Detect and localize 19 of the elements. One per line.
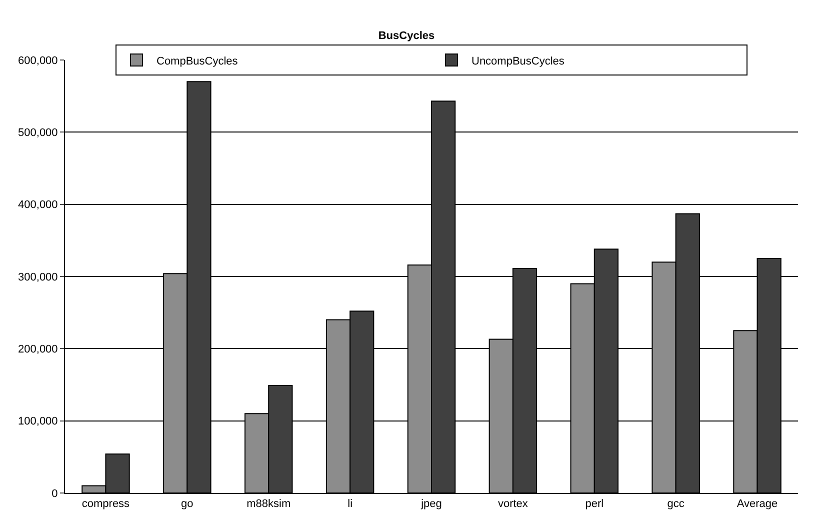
- x-tick-label: vortex: [498, 498, 528, 510]
- legend-label: CompBusCycles: [156, 55, 238, 68]
- x-tick-label: Average: [736, 498, 778, 510]
- chart-title: BusCycles: [378, 30, 435, 42]
- y-tick-label: 100,000: [18, 416, 58, 428]
- y-tick-label: 400,000: [18, 199, 58, 212]
- x-tick-label: go: [181, 498, 194, 510]
- x-tick-label: li: [348, 498, 353, 510]
- legend-label: UncompBusCycles: [472, 55, 565, 68]
- y-tick-label: 600,000: [18, 54, 58, 67]
- y-tick-label: 300,000: [18, 271, 58, 284]
- x-tick-label: compress: [82, 498, 130, 510]
- x-tick-label: m88ksim: [246, 498, 291, 510]
- y-tick-label: 0: [52, 488, 58, 500]
- y-tick-label: 500,000: [18, 127, 58, 140]
- x-tick-label: jpeg: [420, 498, 442, 510]
- x-tick-label: perl: [585, 498, 604, 510]
- y-tick-label: 200,000: [18, 344, 58, 356]
- x-tick-label: gcc: [667, 498, 685, 510]
